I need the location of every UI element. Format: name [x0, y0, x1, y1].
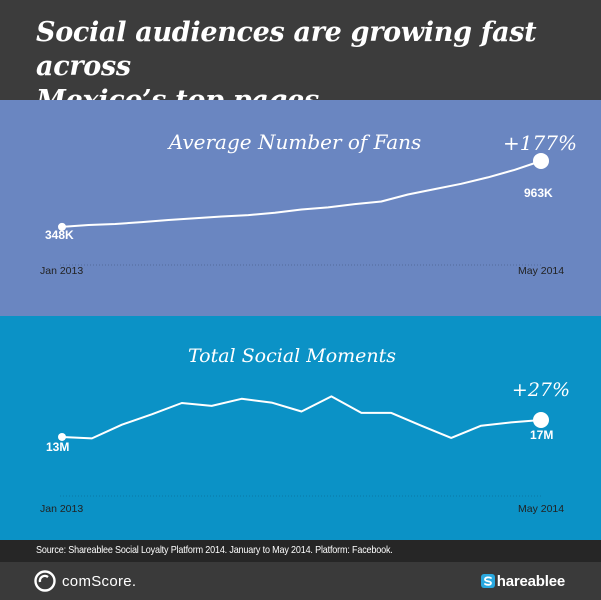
fans-change-label: +177% [503, 131, 577, 155]
moments-start-label: 13M [46, 440, 69, 454]
moments-x-end-tick: May 2014 [518, 503, 564, 515]
header: Social audiences are growing fast across… [0, 0, 601, 116]
moments-end-label: 17M [530, 428, 553, 442]
moments-data-point [58, 432, 66, 441]
moments-series-line [61, 395, 542, 440]
fans-data-point [58, 222, 66, 231]
shareablee-icon [480, 574, 495, 588]
moments-data-point [533, 412, 549, 428]
source-bar: Source: Shareablee Social Loyalty Platfo… [0, 540, 601, 562]
fans-chart: Average Number of Fans +177% Jan 2013 Ma… [40, 130, 577, 277]
fans-end-label: 963K [524, 186, 553, 200]
moments-panel: Total Social Moments +27% Jan 2013 May 2… [0, 316, 601, 540]
title-line-1: Social audiences are growing fast across [36, 17, 537, 82]
shareablee-logo-text: hareablee [496, 572, 565, 590]
comscore-logo-text: comScore. [62, 572, 137, 590]
fans-series-line [61, 160, 542, 228]
fans-x-start-tick: Jan 2013 [40, 265, 83, 277]
comscore-icon [34, 570, 56, 592]
moments-chart: Total Social Moments +27% Jan 2013 May 2… [40, 345, 570, 515]
moments-chart-title: Total Social Moments [188, 345, 396, 367]
shareablee-logo: hareablee [480, 571, 565, 591]
comscore-logo: comScore. [34, 570, 136, 592]
fans-chart-title: Average Number of Fans [167, 130, 422, 154]
source-text: Source: Shareablee Social Loyalty Platfo… [36, 544, 393, 556]
fans-start-label: 348K [45, 228, 74, 242]
fans-x-end-tick: May 2014 [518, 265, 564, 277]
moments-x-start-tick: Jan 2013 [40, 503, 83, 515]
fans-data-point [533, 152, 549, 169]
footer: comScore. hareablee [0, 562, 601, 600]
moments-change-label: +27% [512, 379, 570, 401]
fans-panel: Average Number of Fans +177% Jan 2013 Ma… [0, 100, 601, 316]
